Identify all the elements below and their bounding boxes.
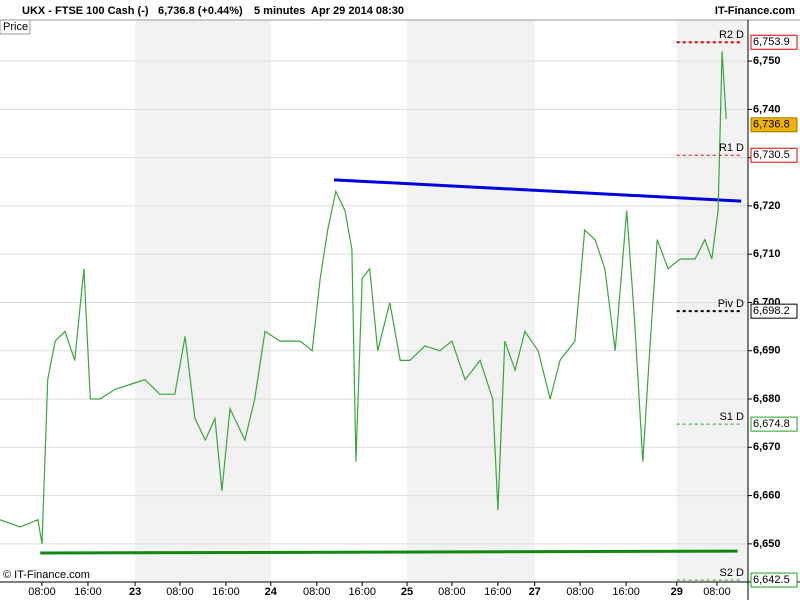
price-line (0, 51, 727, 545)
y-label: Price (3, 21, 28, 33)
level-name: R2 D (719, 29, 744, 41)
level-value: 6,753.9 (753, 36, 790, 48)
x-tick-label: 29 (671, 586, 683, 598)
x-tick-label: 16:00 (212, 586, 240, 598)
source: IT-Finance.com (715, 5, 795, 17)
day-shade (676, 20, 748, 582)
y-label-box (0, 19, 31, 35)
header-bar (0, 0, 800, 20)
level-value: 6,730.5 (753, 149, 790, 161)
y-tick-label: 6,720 (753, 200, 781, 212)
day-shade (407, 20, 535, 582)
subtitle: 5 minutes Apr 29 2014 08:30 (254, 5, 404, 17)
y-tick-label: 6,660 (753, 489, 781, 501)
x-tick-label: 08:00 (566, 586, 594, 598)
day-shade (135, 20, 271, 582)
level-box (750, 416, 798, 432)
x-tick-label: 08:00 (303, 586, 331, 598)
y-tick-label: 6,680 (753, 393, 781, 405)
x-tick-label: 27 (529, 586, 541, 598)
x-tick-label: 16:00 (612, 586, 640, 598)
plot-area (0, 20, 748, 582)
last-price-box (750, 117, 798, 133)
chart-title: UKX - FTSE 100 Cash (-) (22, 5, 149, 17)
level-box (750, 303, 798, 319)
level-name: S2 D (720, 567, 745, 579)
y-tick-label: 6,670 (753, 441, 781, 453)
x-tick-label: 08:00 (438, 586, 466, 598)
x-tick-label: 25 (401, 586, 413, 598)
price-change: 6,736.8 (+0.44%) (158, 5, 243, 17)
trendline (40, 549, 738, 555)
level-name: Piv D (718, 298, 744, 310)
y-tick-label: 6,690 (753, 345, 781, 357)
last-price: 6,736.8 (753, 119, 790, 131)
x-tick-label: 16:00 (74, 586, 102, 598)
y-tick-label: 6,650 (753, 538, 781, 550)
copyright: © IT-Finance.com (3, 569, 90, 581)
x-tick-label: 24 (265, 586, 278, 598)
x-tick-label: 23 (129, 586, 141, 598)
level-box (750, 34, 798, 50)
level-name: R1 D (719, 142, 744, 154)
y-tick-label: 6,740 (753, 103, 781, 115)
level-name: S1 D (720, 411, 745, 423)
y-tick-label: 6,750 (753, 55, 781, 67)
trendline (333, 178, 742, 203)
level-value: 6,674.8 (753, 418, 790, 430)
level-box (750, 572, 798, 588)
x-tick-label: 16:00 (348, 586, 376, 598)
x-tick-label: 08:00 (28, 586, 56, 598)
level-value: 6,698.2 (753, 305, 790, 317)
level-value: 6,642.5 (753, 574, 790, 586)
x-tick-label: 16:00 (484, 586, 512, 598)
x-tick-label: 08:00 (703, 586, 731, 598)
x-tick-label: 08:00 (166, 586, 194, 598)
y-tick-label: 6,710 (753, 248, 781, 260)
level-box (750, 147, 798, 163)
